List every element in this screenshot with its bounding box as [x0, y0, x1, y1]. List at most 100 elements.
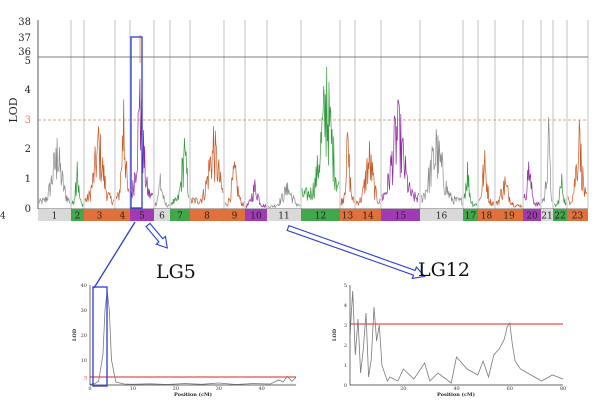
lod-trace-lg-20 — [523, 161, 541, 207]
main-y-tick-1: 1 — [25, 174, 31, 185]
lg-segment-9 — [224, 209, 245, 221]
lg-segment-2 — [71, 209, 84, 221]
lod-trace-lg-14 — [355, 140, 381, 206]
y-tick: 1 — [344, 363, 347, 369]
lg12-callout-label: LG12 — [418, 259, 470, 281]
lg-segment-3 — [84, 209, 115, 221]
lod-trace-lg-2 — [71, 161, 84, 207]
lod-trace-lg-17 — [463, 161, 478, 208]
lg-segment-20 — [523, 209, 541, 221]
lg5-tick-labels: 0 10 20 30 40 40 30 20 10 3 — [81, 283, 265, 392]
lg5-peak-highlight-box — [92, 286, 108, 387]
lod-trace-lg-11 — [267, 182, 301, 209]
lg12-y-axis-label: LOD — [332, 328, 338, 341]
y-tick: 20 — [81, 333, 87, 339]
x-tick: 40 — [453, 386, 459, 392]
lg-label-21: 21 — [541, 212, 552, 222]
lg-segment-13 — [340, 209, 355, 221]
lg-segment-18 — [478, 209, 495, 221]
lg-segment-23 — [567, 209, 588, 221]
lg-label-19: 19 — [503, 212, 515, 222]
lod-trace-lg-7 — [170, 137, 190, 206]
lod-trace-lg-15 — [381, 99, 420, 203]
lg-label-2: 2 — [75, 212, 81, 222]
y-tick: 40 — [81, 283, 87, 289]
y-tick: 10 — [81, 358, 87, 364]
lod-trace-lg-23 — [567, 120, 588, 206]
lg-label-1: 1 — [52, 212, 58, 222]
lg-label-6: 6 — [159, 212, 165, 222]
lg12-x-axis-label: Position (cM) — [437, 391, 475, 398]
lg-label-22: 22 — [554, 212, 565, 222]
lod-trace-lg-4 — [115, 99, 130, 201]
lod-trace-lg-21 — [541, 117, 553, 203]
lg5-lod-plot: 0 10 20 30 40 40 30 20 10 3 Position (cM) LOD — [72, 283, 297, 398]
lg-segment-10 — [245, 209, 267, 221]
lg5-callout-arrow — [145, 222, 168, 249]
lg-label-9: 9 — [232, 212, 238, 222]
linkage-group-bar: 123456789101112131415161718192021222324 — [0, 209, 588, 222]
main-y-tick-36: 36 — [18, 47, 31, 58]
lg12-callout-arrow — [286, 224, 426, 280]
lg-segment-15 — [381, 209, 420, 221]
lg-segment-14 — [355, 209, 381, 221]
lg5-highlight-box — [130, 36, 143, 209]
y-tick: 4 — [344, 303, 347, 309]
lg-segment-19 — [495, 209, 523, 221]
y-tick: 2 — [344, 343, 347, 349]
lg-label-5: 5 — [139, 212, 145, 222]
x-tick: 40 — [258, 386, 264, 392]
lg-segment-22 — [553, 209, 567, 221]
lg5-x-axis-label: Position (cM) — [174, 391, 212, 398]
lod-trace-lg-9 — [224, 161, 245, 207]
lg-segment-16 — [420, 209, 463, 221]
lg5-y-axis-label: LOD — [72, 328, 78, 341]
main-plot-gridlines — [70, 20, 589, 209]
lg-segment-6 — [154, 209, 170, 221]
y-tick: 30 — [81, 308, 87, 314]
lg-segment-12 — [301, 209, 340, 221]
lod-trace-lg-1 — [38, 137, 71, 205]
lg-label-11: 11 — [278, 212, 289, 222]
lg-label-17: 17 — [465, 212, 477, 222]
x-tick: 10 — [130, 386, 136, 392]
lg-label-7: 7 — [177, 212, 183, 222]
lg-label-24: 24 — [0, 212, 6, 222]
lod-trace-lg-16 — [420, 129, 463, 206]
lod-trace-lg-6 — [154, 173, 170, 209]
x-tick: 20 — [173, 386, 179, 392]
main-y-tick-37: 37 — [18, 33, 31, 44]
main-y-tick-0: 0 — [25, 204, 31, 215]
lod-trace-lg-3 — [84, 126, 115, 206]
lod-trace-lg-12 — [301, 66, 340, 201]
lg-segment-4 — [115, 209, 130, 221]
y-tick: 5 — [344, 283, 347, 289]
lg-label-14: 14 — [362, 212, 374, 222]
lg-label-16: 16 — [436, 212, 448, 222]
main-y-tick-4: 4 — [25, 85, 31, 96]
main-y-tick-38: 38 — [18, 17, 31, 28]
x-tick: 80 — [560, 386, 566, 392]
lg-segment-1 — [38, 209, 71, 221]
main-y-tick-2: 2 — [25, 144, 31, 155]
lod-trace-lg-8 — [190, 126, 224, 205]
lg-label-3: 3 — [97, 212, 103, 222]
lg-segment-11 — [267, 209, 301, 221]
lg-label-23: 23 — [572, 212, 584, 222]
main-y-tick-5: 5 — [25, 56, 31, 67]
lg-segment-8 — [190, 209, 224, 221]
lg-segment-17 — [463, 209, 478, 221]
lg-segment-5 — [130, 209, 154, 221]
y-tick: 3 — [84, 376, 87, 382]
lg12-lod-trace — [349, 290, 564, 384]
lg-label-10: 10 — [250, 212, 262, 222]
lod-trace-lg-13 — [340, 131, 355, 206]
zoom-connector-line — [93, 221, 136, 289]
lg-label-15: 15 — [395, 212, 407, 222]
x-tick: 20 — [400, 386, 406, 392]
lod-trace-lg-18 — [478, 149, 495, 207]
lg-label-12: 12 — [315, 212, 326, 222]
main-y-axis-label: LOD — [7, 97, 20, 122]
lg-label-20: 20 — [526, 212, 538, 222]
